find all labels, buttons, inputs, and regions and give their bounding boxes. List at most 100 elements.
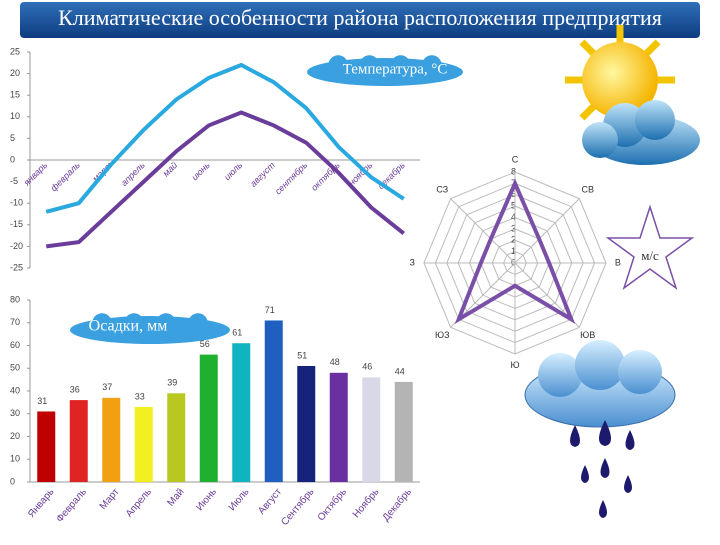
y-tick-label: 15 [10,90,20,100]
annotation: Осадки, мм [89,318,168,335]
bar [37,411,56,482]
callout-cloud [156,313,176,333]
y-tick-label: 0 [10,154,15,164]
r-tick-label: 2 [511,235,516,245]
x-tick-label: Март [98,486,122,512]
bar [297,365,316,482]
y-tick-label: 70 [10,317,20,327]
x-tick-label: Сентябрь [279,486,317,528]
x-tick-label: Декабрь [380,486,414,524]
x-tick-label: январь [21,160,49,188]
value-label: 44 [395,366,405,376]
axis-label: СВ [581,185,594,195]
line-series [45,110,405,249]
annotation: м/с [641,248,659,263]
y-tick-label: 10 [10,454,20,464]
bar [264,320,283,482]
bar [329,372,348,482]
x-tick-label: сентябрь [273,160,310,197]
axis-label: ЮЗ [435,330,450,340]
bar [69,400,88,482]
x-tick-label: Май [166,487,187,509]
y-tick-label: -25 [10,262,23,272]
axis-label: С [512,155,519,165]
value-label: 48 [330,357,340,367]
r-tick-label: 8 [511,166,516,176]
title-banner [20,2,700,38]
axis-label: В [615,257,621,267]
value-label: 39 [167,378,177,388]
axis-label: СЗ [436,185,448,195]
value-label: 31 [37,396,47,406]
y-tick-label: 10 [10,111,20,121]
r-tick-label: 5 [511,201,516,211]
x-tick-label: Июль [227,487,252,514]
value-label: 51 [297,350,307,360]
value-label: 36 [70,384,80,394]
y-tick-label: 30 [10,408,20,418]
star-icon [605,204,695,290]
value-label: 33 [135,391,145,401]
y-tick-label: -15 [10,219,23,229]
y-tick-label: 5 [10,133,15,143]
callout-cloud [92,313,112,333]
callout-cloud [359,55,380,75]
y-tick-label: 0 [10,476,15,486]
x-tick-label: июль [222,160,244,182]
bar [362,377,381,482]
spoke [514,198,580,264]
x-tick-label: февраль [49,160,82,193]
y-tick-label: 60 [10,340,20,350]
r-tick-label: 3 [511,223,516,233]
callout-cloud [328,55,349,75]
x-tick-label: Январь [26,487,56,520]
x-tick-label: август [248,160,277,189]
annotation: Температура, °С [343,61,448,77]
y-tick-label: -10 [10,198,23,208]
x-tick-label: Август [256,486,284,516]
title: Климатические особенности района располо… [58,5,662,30]
cloud-icon [582,100,700,165]
bar [134,406,153,482]
axis-label: Ю [510,360,519,370]
x-tick-label: Октябрь [315,486,349,523]
r-tick-label: 4 [511,212,516,222]
callout-cloud [124,313,144,333]
bar [232,343,251,482]
x-tick-label: Ноябрь [350,486,381,520]
x-tick-label: Июнь [194,487,219,514]
line-series [45,62,405,214]
y-tick-label: -5 [10,176,18,186]
bar [167,393,186,482]
axis-label: ЮВ [580,330,595,340]
r-tick-label: 0 [511,257,516,267]
value-label: 37 [102,382,112,392]
radar-series [454,178,576,325]
y-tick-label: 40 [10,385,20,395]
value-label: 61 [232,328,242,338]
callout-cloud [422,55,442,75]
r-tick-label: 1 [511,246,516,256]
y-tick-label: 20 [10,68,20,78]
x-tick-label: Апрель [124,487,154,520]
rain-cloud-icon [524,340,676,518]
value-label: 46 [362,362,372,372]
y-tick-label: 80 [10,294,20,304]
callout-cloud [390,55,411,75]
y-tick-label: 25 [10,46,20,56]
r-tick-label: 6 [511,189,516,199]
x-tick-label: декабрь [376,160,407,191]
y-tick-label: 20 [10,431,20,441]
value-label: 71 [265,305,275,315]
bar [199,354,218,482]
value-label: 56 [200,339,210,349]
x-tick-label: июнь [190,160,212,182]
callout-cloud [188,313,208,333]
axis-label: З [409,257,414,267]
bar [102,397,121,482]
y-tick-label: -20 [10,241,23,251]
x-tick-label: октябрь [309,160,342,193]
y-tick-label: 50 [10,363,20,373]
